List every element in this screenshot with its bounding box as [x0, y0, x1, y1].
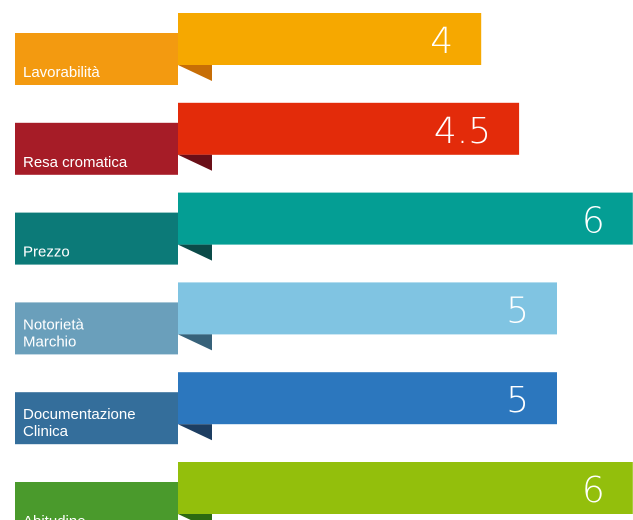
category-label: Lavorabilità — [23, 64, 100, 81]
value-label: 6 — [582, 201, 605, 242]
bar-row: Notorietà Marchio 5 — [15, 282, 557, 355]
bar — [178, 372, 557, 425]
category-tag — [15, 392, 178, 445]
category-tag — [15, 212, 178, 265]
category-label: Notorietà Marchio — [23, 316, 85, 350]
category-tag — [15, 302, 178, 355]
category-label: Resa cromatica — [23, 154, 128, 171]
bar-row: Documentazione Clinica 5 — [15, 372, 557, 445]
category-tag — [15, 122, 178, 175]
ribbon-fold — [178, 424, 212, 441]
bar-row: Abitudine 6 — [15, 462, 633, 520]
category-tag — [15, 482, 178, 520]
category-label: Abitudine — [23, 513, 86, 520]
bar — [178, 462, 633, 514]
ribbon-fold — [178, 334, 212, 351]
value-label: 4 — [430, 21, 453, 62]
category-tag — [15, 33, 178, 85]
category-label: Documentazione Clinica — [23, 406, 136, 440]
ribbon-fold — [178, 154, 212, 171]
value-label: 6 — [582, 470, 605, 511]
value-label: 5 — [506, 290, 529, 331]
ribbon-fold — [178, 514, 212, 520]
ribbon-fold — [178, 65, 212, 81]
bar — [178, 13, 482, 65]
value-label: 5 — [506, 380, 529, 421]
category-label: Prezzo — [23, 244, 70, 261]
value-label: 4.5 — [434, 111, 491, 152]
bar — [178, 282, 557, 335]
bar — [178, 192, 633, 245]
ribbon-fold — [178, 244, 212, 261]
bar-row: Resa cromatica 4.5 — [15, 102, 520, 175]
bar-row: Lavorabilità 4 — [15, 13, 482, 85]
bar-row: Prezzo 6 — [15, 192, 633, 265]
bar — [178, 102, 520, 155]
